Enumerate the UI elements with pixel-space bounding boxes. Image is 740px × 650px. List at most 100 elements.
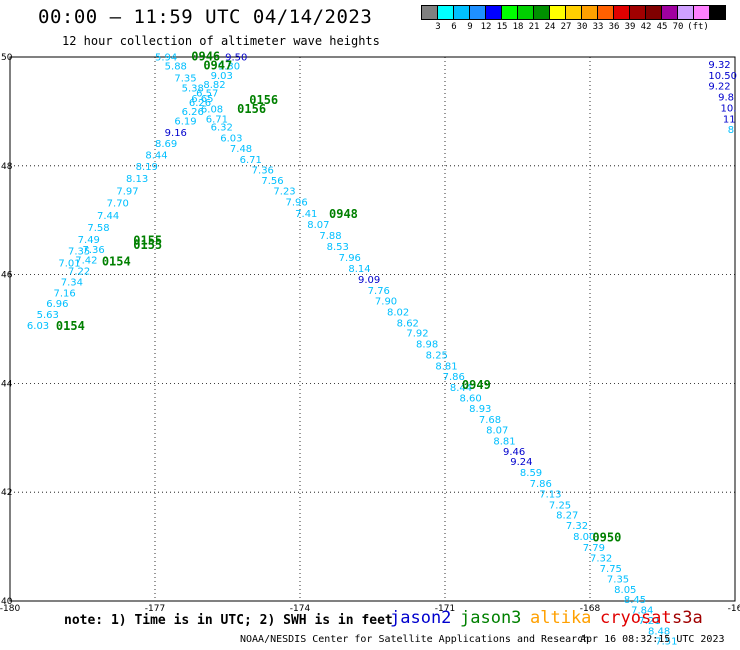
time-label: 0154: [56, 319, 85, 333]
swh-value: 6.26: [189, 98, 211, 109]
color-legend-label: 15: [496, 22, 508, 32]
swh-value: 7.01: [58, 258, 80, 269]
swh-value: 8.05: [614, 585, 636, 596]
color-swatch: [709, 5, 726, 20]
swh-value: 7.35: [68, 246, 90, 257]
color-legend-bar: [421, 5, 726, 20]
time-label: 0950: [592, 531, 621, 545]
x-tick-label: -16: [728, 604, 740, 614]
swh-value: 9.50: [225, 52, 247, 63]
color-legend-label: 42: [640, 22, 652, 32]
swh-value: 7.75: [600, 564, 622, 575]
swh-value: 7.49: [78, 235, 100, 246]
footnote: note: 1) Time is in UTC; 2) SWH is in fe…: [64, 613, 393, 628]
color-legend-label: 3: [435, 22, 441, 32]
color-legend-label: 45: [656, 22, 668, 32]
color-legend-label: 70: [672, 22, 684, 32]
color-legend-label: 9: [467, 22, 473, 32]
swh-value: 6.32: [211, 122, 233, 133]
swh-value: 9.09: [358, 275, 380, 286]
color-legend-label: 33: [592, 22, 604, 32]
swh-value: 7.51: [655, 637, 677, 648]
x-tick-label: -177: [145, 604, 165, 614]
swh-value: 9.30: [218, 62, 240, 73]
swh-value: 8.19: [136, 162, 158, 173]
swh-value: 6.03: [220, 133, 242, 144]
swh-value: 7.48: [230, 144, 252, 155]
color-legend-label: 12: [480, 22, 492, 32]
time-label: 0948: [329, 207, 358, 221]
swh-value: 8.07: [307, 220, 329, 231]
swh-value: 7.35: [174, 73, 196, 84]
satellite-legend-item: jason3: [460, 608, 522, 628]
y-tick-label: 46: [1, 271, 13, 281]
swh-value: 7.42: [75, 256, 97, 267]
swh-value: 7.96: [339, 253, 361, 264]
swh-value: 7.13: [539, 490, 561, 501]
color-legend-label: 18: [512, 22, 524, 32]
swh-value: 7.90: [375, 297, 397, 308]
x-tick-label: -180: [0, 604, 20, 614]
swh-value: 8.53: [327, 242, 349, 253]
swh-value: 8.00: [573, 532, 595, 543]
x-tick-label: -171: [435, 604, 455, 614]
swh-value: 7.36: [83, 245, 105, 256]
swh-value: 8.13: [126, 174, 148, 185]
swh-value: 7.36: [252, 165, 274, 176]
swh-value: 5.94: [155, 52, 177, 63]
swh-value: 8.60: [460, 393, 482, 404]
y-tick-label: 44: [1, 379, 13, 389]
y-tick-label: 48: [1, 162, 13, 172]
swh-value: 7.79: [583, 543, 605, 554]
color-legend-label: 21: [528, 22, 540, 32]
swh-value: 8.48: [648, 627, 670, 638]
swh-value: 7.44: [97, 211, 119, 222]
time-label: 0156: [237, 102, 266, 116]
footer-agency: NOAA/NESDIS Center for Satellite Applica…: [240, 634, 590, 645]
swh-value: 6.71: [240, 155, 262, 166]
swh-value: 10.: [721, 103, 737, 114]
swh-value: 6.08: [201, 104, 223, 115]
swh-value: 7.32: [566, 521, 588, 532]
swh-value: 8.07: [486, 425, 508, 436]
swh-value: 11: [723, 114, 736, 125]
swh-value: 8.98: [416, 339, 438, 350]
swh-value: 8.44: [450, 383, 472, 394]
swh-value: 8.59: [520, 468, 542, 479]
map-frame: [9, 56, 736, 602]
swh-value: 7.97: [116, 187, 138, 198]
color-legend-label: 24: [544, 22, 556, 32]
swh-value: 7.92: [406, 329, 428, 340]
swh-value: 8.25: [426, 350, 448, 361]
swh-value: 7.68: [479, 415, 501, 426]
swh-value: 7.70: [107, 199, 129, 210]
time-label: 0949: [462, 378, 491, 392]
swh-value: 9.16: [165, 128, 187, 139]
footer-timestamp: Apr 16 08:32:15 UTC 2023: [580, 634, 725, 645]
swh-value: 10.50: [708, 71, 737, 82]
y-tick-label: 50: [1, 53, 13, 63]
color-legend-label: 30: [576, 22, 588, 32]
color-legend-label: 27: [560, 22, 572, 32]
swh-value: 8.44: [145, 151, 167, 162]
swh-value: 7.96: [286, 198, 308, 209]
swh-value: 8.02: [387, 307, 409, 318]
color-legend-label: 36: [608, 22, 620, 32]
color-legend-label: 39: [624, 22, 636, 32]
swh-value: 7.16: [54, 288, 76, 299]
swh-value: 6.19: [174, 116, 196, 127]
time-label: 0156: [249, 93, 278, 107]
swh-value: 8.81: [435, 361, 457, 372]
swh-value: 5.38: [182, 83, 204, 94]
swh-value: 7.76: [368, 286, 390, 297]
swh-value: 7.32: [590, 553, 612, 564]
swh-value: 6.96: [46, 299, 68, 310]
time-label: 0155: [133, 234, 162, 248]
satellite-legend-item: s3a: [672, 608, 703, 628]
swh-value: 7.34: [61, 277, 83, 288]
swh-value: 9.03: [211, 71, 233, 82]
swh-value: 9.8: [718, 93, 734, 104]
color-legend-label: 6: [451, 22, 457, 32]
time-label: 0154: [102, 254, 131, 268]
